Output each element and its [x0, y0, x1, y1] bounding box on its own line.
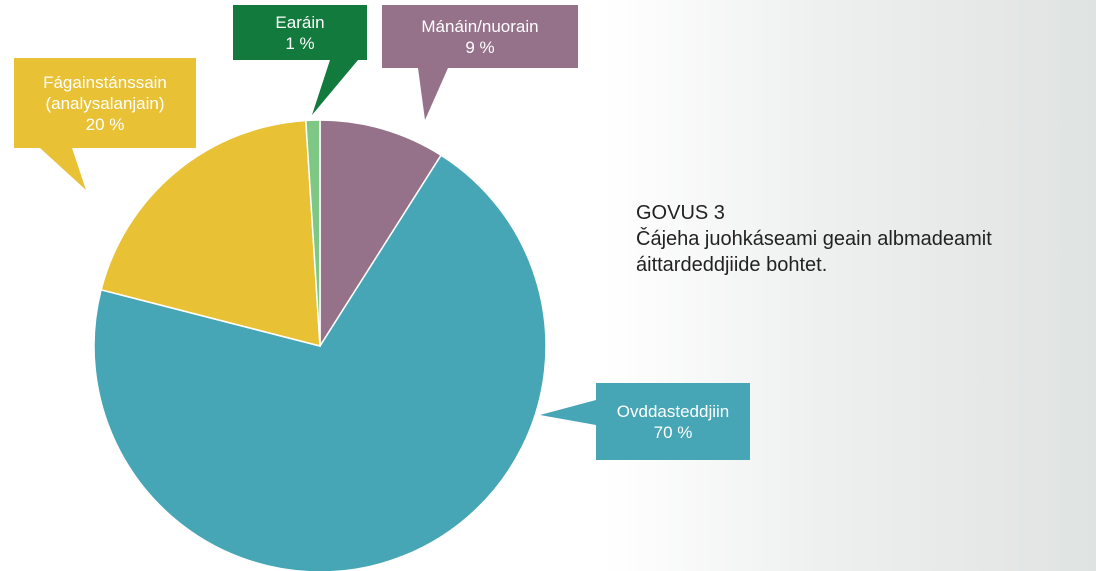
- callout: Earáin 1 %: [233, 5, 367, 60]
- category-label: Mánáin/nuorain: [421, 16, 539, 36]
- category-label: Ovddasteddjiin: [616, 401, 730, 421]
- callout: Fágainstánssain (analysalanjain) 20 %: [14, 58, 196, 148]
- pie-slice: [100, 119, 321, 347]
- callout: Mánáin/nuorain 9 %: [382, 5, 578, 68]
- category-label: Earáin: [275, 12, 325, 32]
- callout-pointer: [540, 400, 596, 425]
- callout: Ovddasteddjiin 70 %: [596, 383, 750, 460]
- value-label: 9 %: [465, 37, 495, 57]
- pie-slice: [93, 154, 547, 571]
- chart-title: GOVUS 3: [636, 202, 725, 224]
- category-label: Fágainstánssain (analysalanjain): [43, 72, 167, 113]
- chart-subtitle: Čájeha juohkáseami geain albmadeamit áit…: [636, 228, 992, 276]
- value-label: 20 %: [85, 114, 125, 134]
- callout-pointer: [40, 148, 86, 190]
- pie-slice: [319, 119, 443, 349]
- value-label: 70 %: [653, 422, 693, 442]
- callout-pointer: [312, 60, 358, 115]
- pie-slice: [305, 119, 321, 347]
- callout-pointer: [418, 68, 448, 120]
- title-block: GOVUS 3 Čájeha juohkáseami geain albmade…: [636, 200, 1091, 278]
- value-label: 1 %: [285, 33, 315, 53]
